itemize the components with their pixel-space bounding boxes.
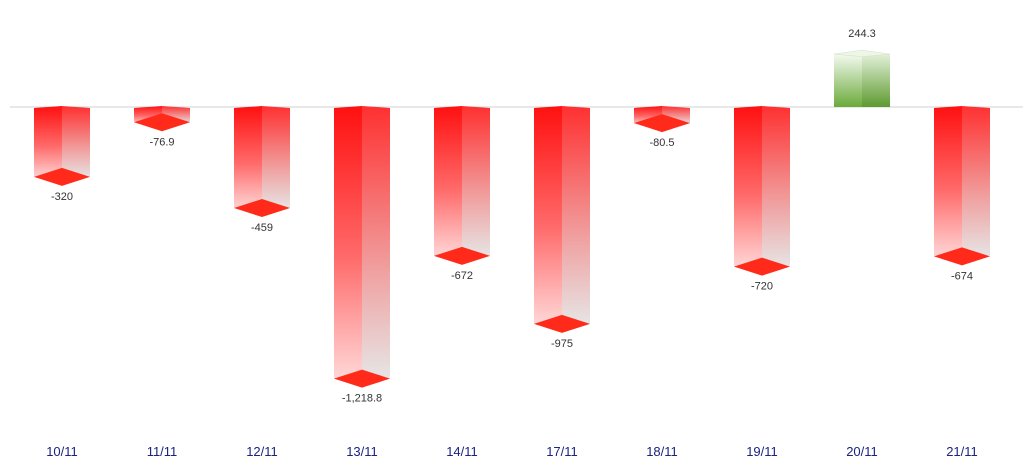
bar-side-face [862,54,890,107]
bar-side-face [562,106,590,326]
bar-19-11 [734,106,790,276]
bar-end-cap [34,167,90,186]
value-label: -459 [251,222,273,234]
value-label: -320 [51,191,73,203]
category-label: 14/11 [446,444,478,459]
bar-end-cap [234,199,290,218]
category-labels-group: 10/11 11/11 12/11 13/11 14/11 17/11 18/11 19/11… [46,444,978,459]
bar-end-cap [434,246,490,265]
bar-end-cap [334,369,390,388]
bar-11-11 [134,106,190,132]
category-label: 19/11 [746,444,778,459]
bar-14-11 [434,106,490,265]
value-label: -80.5 [649,137,674,149]
bar-17-11 [534,106,590,333]
bar-end-cap [734,257,790,276]
value-label: -975 [551,338,573,350]
bar-12-11 [234,106,290,218]
bar-front-face [34,106,62,179]
bar-front-face [434,106,462,258]
category-label: 17/11 [546,444,578,459]
bar-side-face [462,106,490,258]
category-label: 18/11 [646,444,678,459]
category-label: 21/11 [946,444,978,459]
value-label: -674 [951,270,973,282]
bar-front-face [534,106,562,326]
bar-front-face [334,106,362,381]
bar-18-11 [634,106,690,133]
bars-group [34,49,990,388]
value-label: -1,218.8 [342,393,382,405]
bar-side-face [62,106,90,179]
bar-end-cap [134,113,190,132]
bar-end-cap [534,314,590,333]
value-labels-group: -320 -76.9 -459 -1,218.8 -672 -975 -80.5 -720 24… [51,28,973,404]
value-label: 244.3 [848,28,876,40]
bar-top-cap [833,49,891,57]
value-label: -672 [451,270,473,282]
category-label: 13/11 [346,444,378,459]
value-label: -76.9 [149,136,174,148]
value-label: -720 [751,281,773,293]
bar-front-face [234,106,262,211]
bar-side-face [962,106,990,259]
bar-front-face [934,106,962,259]
bar-21-11 [934,106,990,266]
category-label: 11/11 [147,444,178,459]
category-label: 12/11 [246,444,278,459]
bar-side-face [262,106,290,211]
bar-10-11 [34,106,90,186]
bar-end-cap [934,247,990,266]
category-label: 10/11 [46,444,78,459]
bar-side-face [362,106,390,381]
bar-end-cap [634,114,690,133]
bar-front-face [734,106,762,269]
category-label: 20/11 [846,444,878,459]
bar-20-11 [833,49,891,107]
bar-13-11 [334,106,390,388]
bar-front-face [834,54,862,107]
bar-side-face [762,106,790,269]
